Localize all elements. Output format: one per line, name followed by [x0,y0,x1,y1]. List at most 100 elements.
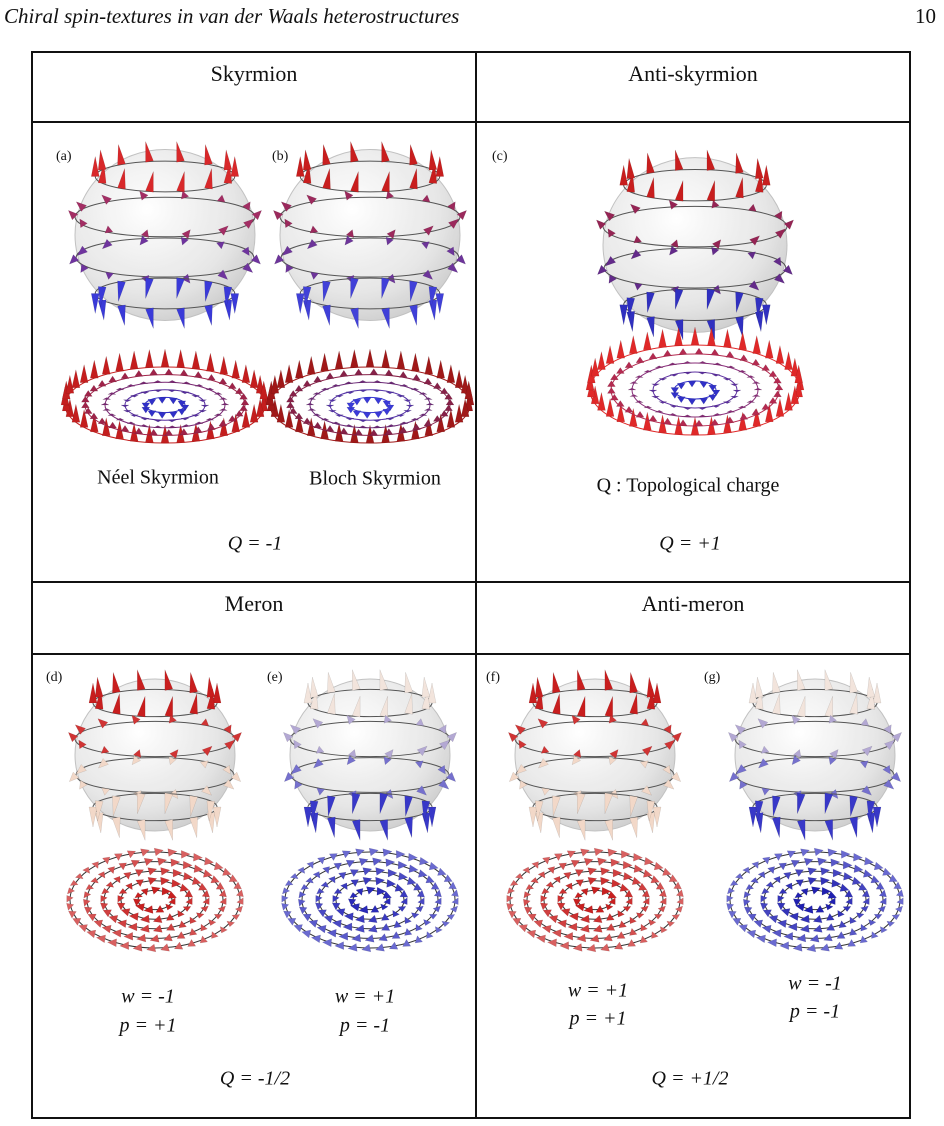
sphere [74,678,236,832]
spin-arrow [272,209,284,221]
panel-label: (f) [486,670,500,685]
spin-arrow [391,930,401,939]
spin-arrow [534,677,544,698]
spin-arrow [638,882,648,891]
spin-arrow [372,389,382,393]
spin-arrow [284,879,294,886]
spin-arrow [790,385,800,405]
spin-arrow [89,360,99,379]
spin-arrow [168,397,178,405]
spin-arrow [213,913,223,920]
spin-arrow [230,156,240,177]
spin-arrow [325,424,335,432]
spin-arrow [212,806,222,828]
spin-arrow [97,871,106,879]
spin-arrow [189,927,198,936]
spin-arrow [609,749,619,760]
spin-arrow [152,924,163,933]
spin-arrow [639,935,649,944]
spin-arrow [185,897,193,906]
spin-arrow [605,922,616,931]
spin-arrow [312,758,324,769]
spin-arrow [344,424,353,427]
spin-arrow [392,909,401,918]
spin-arrow [217,269,229,280]
spin-arrow [346,402,356,410]
spin-arrow [362,867,373,876]
spin-arrow [734,724,747,735]
spin-arrow [663,779,675,790]
spin-arrow [640,905,649,913]
spin-arrow [639,760,649,769]
spin-arrow [413,882,423,891]
spin-arrow [552,672,561,694]
spin-arrow [773,376,782,384]
spin-arrow [635,356,645,364]
spin-arrow [199,935,209,944]
spin-arrow [842,860,853,870]
spin-arrow [773,853,783,862]
cell-title: Anti-meron [642,591,745,616]
spin-arrow [189,816,198,838]
spin-arrow [548,914,559,924]
spin-arrow [405,404,415,408]
spin-arrow [738,405,747,409]
spin-arrow [82,866,91,874]
spin-arrow [328,853,338,862]
spin-arrow [358,425,367,428]
spin-arrow [711,405,721,408]
spin-arrow [316,887,325,895]
spin-arrow [352,792,361,814]
spin-arrow [729,879,739,886]
spin-arrow [355,848,366,857]
spin-arrow [446,409,456,428]
spin-arrow [297,866,306,874]
spin-arrow [85,883,95,891]
spin-arrow [775,398,785,417]
spin-arrow [168,897,176,906]
spin-arrow [752,394,761,397]
spin-arrow [194,421,204,425]
spin-arrow [866,800,876,822]
spin-arrow [346,714,356,725]
spin-arrow [328,409,337,413]
spin-arrow [750,877,759,884]
spin-arrow [76,245,88,257]
spin-arrow [88,806,98,828]
spin-arrow [641,745,653,757]
spin-arrow [130,859,141,868]
spin-arrow [153,419,163,423]
spin-arrow [287,917,297,926]
spin-arrow [773,273,786,284]
spin-arrow [761,924,772,934]
spin-arrow [742,898,751,907]
spin-arrow [97,417,107,425]
spin-arrow [606,380,616,387]
spin-arrow [409,168,418,190]
spin-arrow [764,403,774,423]
spin-arrow [354,368,364,376]
spin-arrow [784,392,793,411]
spin-arrow [345,417,355,421]
spin-arrow [106,938,117,948]
spin-arrow [139,381,148,384]
spin-arrow [231,360,241,379]
spin-arrow [280,201,293,212]
spin-arrow [428,149,438,171]
spin-arrow [381,349,390,368]
spin-arrow [658,401,667,404]
spin-arrow [227,414,237,422]
spin-arrow [409,304,418,326]
spin-arrow [146,943,157,953]
spin-arrow [815,904,825,913]
spin-arrow [97,758,109,769]
spin-arrow [794,869,805,878]
running-header: Chiral spin-textures in van der Waals he… [4,4,459,28]
spin-arrow [571,755,581,766]
spin-arrow [643,405,652,409]
spin-arrow [540,894,548,903]
spin-arrow [836,930,846,939]
spin-arrow [674,288,684,310]
spin-arrow [635,400,644,403]
spin-arrow [762,304,771,325]
